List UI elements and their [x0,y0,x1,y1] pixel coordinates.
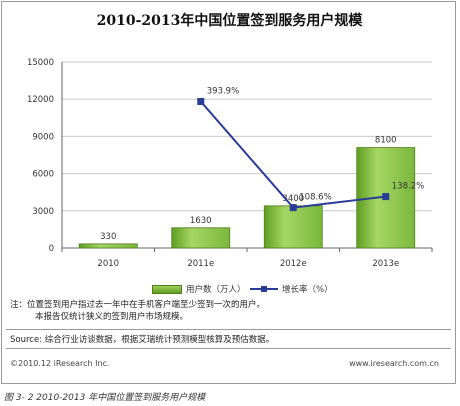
chart-title: 2010-2013年中国位置签到服务用户规模 [96,13,363,29]
growth-point [197,97,205,105]
legend-bar-swatch [152,284,182,294]
y-tick-label: 9000 [32,132,54,142]
growth-point [382,193,390,201]
y-tick-label: 15000 [27,58,54,68]
bar-2012e [263,205,323,249]
x-tick-label: 2010 [97,259,119,269]
chart-plot: 0 3000 6000 9000 12000 15000 330 1630 3400 8100 20… [27,58,433,269]
bar-value-label: 1630 [190,216,212,226]
copyright-text: ©2010.12 iResearch Inc. [10,359,110,368]
growth-value-label: 393.9% [207,86,239,96]
source-text: Source: 综合行业访谈数据，根据艾瑞统计预测模型核算及预估数据。 [10,335,275,345]
y-tick-label: 6000 [32,170,54,180]
y-tick-label: 3000 [32,207,54,217]
divider-bottom [6,348,451,349]
y-tick-label: 0 [49,244,54,254]
chart-legend: 用户数（万人） 增长率（%） [2,283,457,297]
x-tick-label: 2011e [187,259,214,269]
bar-value-label: 3400 [282,194,304,204]
figure-caption: 图 3- 2 2010-2013 年中国位置签到服务用户规模 [4,393,206,403]
note-line-2: 本报告仅统计狭义的签到用户市场规模。 [35,312,189,322]
website-text: www.iresearch.com.cn [349,359,439,368]
legend-line-label: 增长率（%） [282,285,333,295]
growth-value-label: 138.2% [392,182,424,192]
x-tick-label: 2012e [280,259,307,269]
chart-notes: 注：位置签到用户指过去一年中在手机客户端至少签到一次的用户。 本报告仅统计狭义的… [10,299,450,323]
bar-value-label: 330 [100,232,116,242]
growth-point [289,204,297,212]
bar-value-label: 8100 [375,136,397,146]
divider-top [6,329,451,330]
bar-2010 [78,243,138,249]
legend-item-users: 用户数（万人） [152,283,246,295]
legend-item-growth: 增长率（%） [250,283,333,295]
legend-line-swatch [250,284,278,294]
legend-bar-label: 用户数（万人） [186,285,246,295]
bar-2011e [171,227,231,249]
growth-value-label: 108.6% [299,193,331,203]
chart-frame: 2010-2013年中国位置签到服务用户规模 0 3000 6000 9000 1200… [1,1,456,384]
note-line-1: 注：位置签到用户指过去一年中在手机客户端至少签到一次的用户。 [10,300,266,310]
y-tick-label: 12000 [27,95,54,105]
x-tick-label: 2013e [372,259,399,269]
